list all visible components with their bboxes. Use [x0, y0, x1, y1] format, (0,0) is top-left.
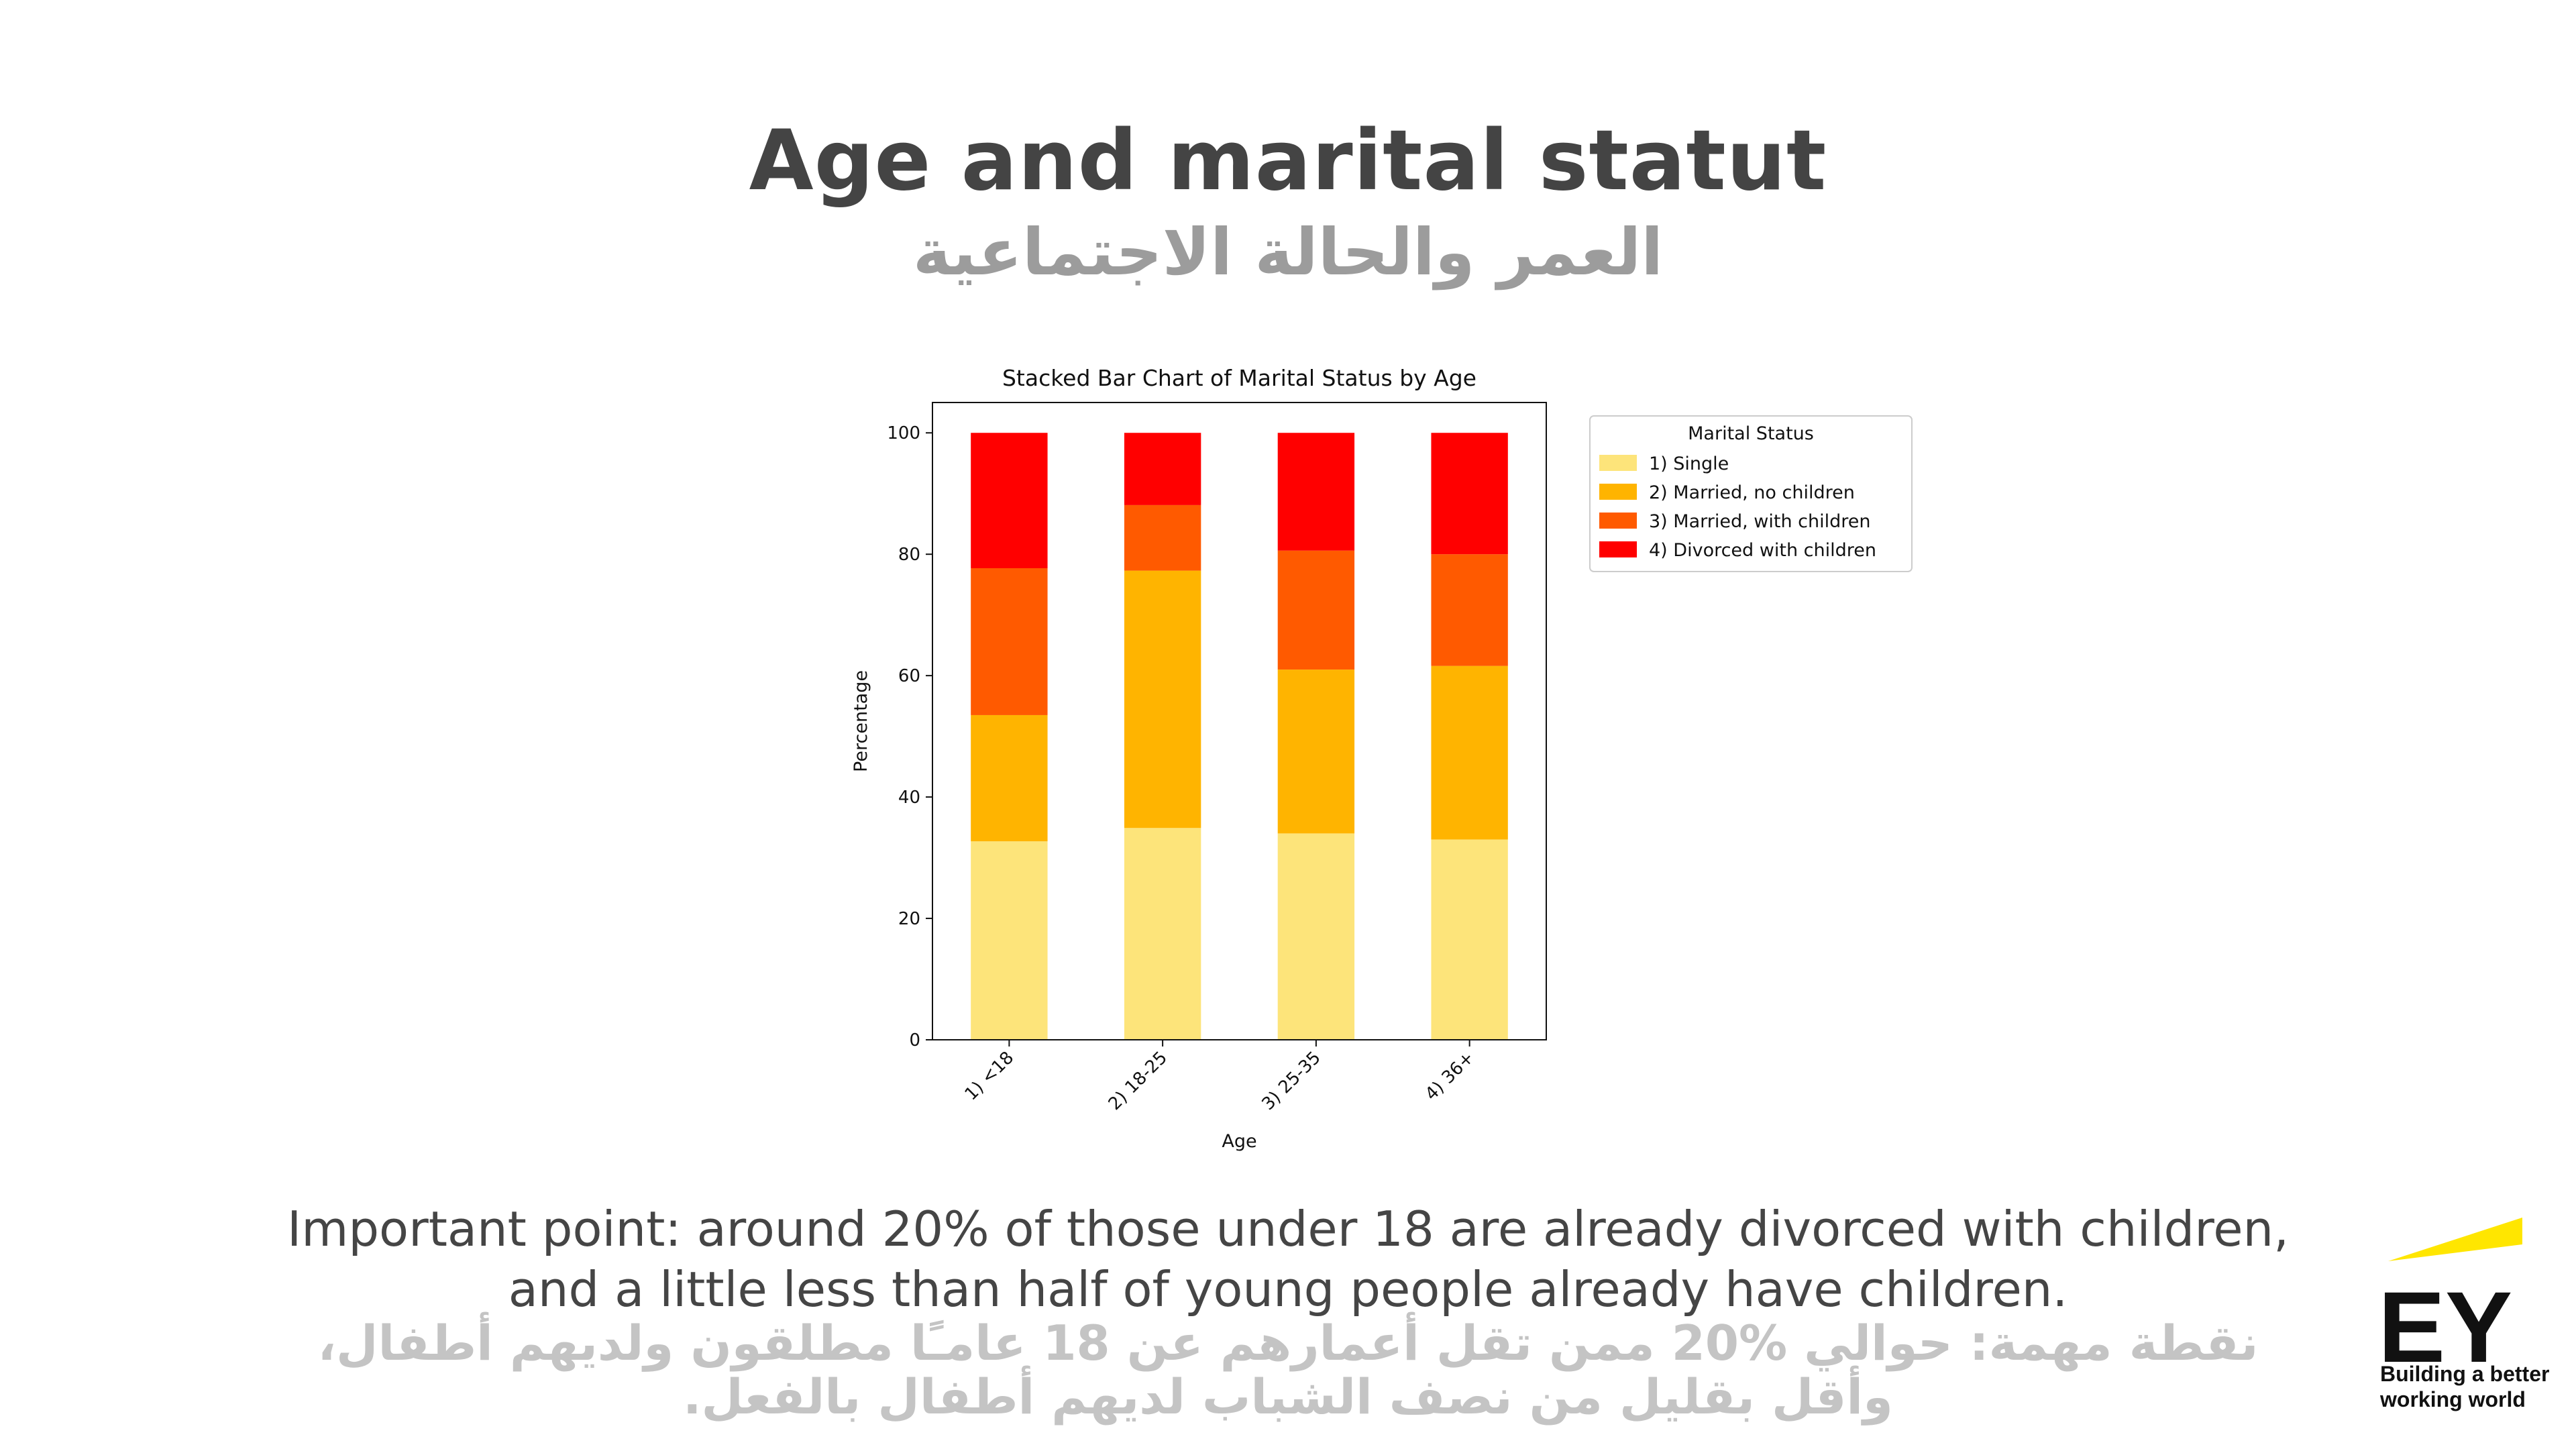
note-arabic-line-2: وأقل بقليل من نصف الشباب لديهم أطفال بال…: [683, 1368, 1893, 1425]
legend-label: 3) Married, with children: [1649, 511, 1870, 532]
bar-segment: [1277, 550, 1355, 670]
x-tick-label: 3) 25-35: [1258, 1048, 1324, 1114]
bar-segment: [1431, 433, 1508, 555]
page-title: Age and marital statut: [749, 113, 1827, 209]
y-tick-label: 40: [898, 788, 920, 808]
bar-segment: [1431, 554, 1508, 666]
ey-logo: EY: [2378, 1218, 2522, 1383]
bar-segment: [1277, 433, 1355, 551]
bar-segment: [1431, 665, 1508, 840]
legend-title: Marital Status: [1688, 423, 1814, 444]
bar-segment: [1124, 828, 1201, 1040]
y-tick-label: 20: [898, 909, 920, 929]
note-arabic-line-1: نقطة مهمة: حوالي %20 ممن تقل أعمارهم عن …: [317, 1315, 2259, 1371]
bar-segment: [971, 433, 1048, 568]
bar-segment: [1277, 669, 1355, 834]
bar-segment: [971, 841, 1048, 1040]
x-tick-label: 4) 36+: [1421, 1048, 1479, 1105]
bar-segment: [1124, 570, 1201, 828]
bar-segment: [1124, 433, 1201, 505]
legend-box: [1589, 415, 1913, 572]
bar-segment: [1277, 833, 1355, 1040]
stacked-bar-chart: Stacked Bar Chart of Marital Status by A…: [851, 365, 1913, 1152]
y-axis-label: Percentage: [851, 670, 871, 772]
legend-label: 1) Single: [1649, 453, 1729, 474]
legend-swatch: [1599, 484, 1637, 500]
ey-tagline-line-1: Building a better: [2380, 1362, 2550, 1386]
x-tick-label: 1) <18: [961, 1048, 1018, 1105]
legend-swatch: [1599, 455, 1637, 471]
bar-segment: [1431, 839, 1508, 1040]
legend-label: 4) Divorced with children: [1649, 540, 1876, 561]
bar-segment: [1124, 504, 1201, 571]
ey-tagline-line-2: working world: [2380, 1387, 2526, 1411]
legend-label: 2) Married, no children: [1649, 482, 1855, 503]
chart-title: Stacked Bar Chart of Marital Status by A…: [1002, 365, 1477, 391]
y-tick-label: 100: [887, 423, 920, 443]
y-tick-label: 60: [898, 666, 920, 686]
ey-logo-beam: [2388, 1218, 2522, 1261]
y-tick-label: 0: [909, 1030, 920, 1051]
bar-segment: [971, 714, 1048, 842]
page-subtitle-arabic: العمر والحالة الاجتماعية: [912, 215, 1664, 290]
note-line-1: Important point: around 20% of those und…: [286, 1201, 2290, 1257]
plot-frame: [932, 402, 1547, 1040]
ey-logo-text: EY: [2378, 1271, 2512, 1383]
legend-swatch: [1599, 541, 1637, 557]
note-line-2: and a little less than half of young peo…: [508, 1261, 2068, 1318]
y-tick-label: 80: [898, 545, 920, 565]
legend-swatch: [1599, 513, 1637, 529]
x-tick-label: 2) 18-25: [1105, 1048, 1171, 1114]
bar-segment: [971, 568, 1048, 715]
x-axis-label: Age: [1222, 1131, 1256, 1152]
